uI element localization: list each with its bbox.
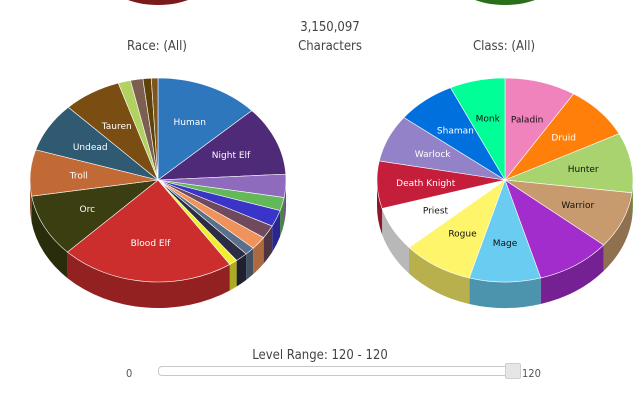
race-side-3: [280, 197, 285, 237]
race-slice-10[interactable]: [66, 179, 231, 283]
total-label: Characters: [298, 39, 362, 54]
race-side-6: [253, 237, 264, 275]
class-side-8: [377, 180, 383, 235]
class-side-7: [382, 208, 409, 274]
class-side: [377, 180, 633, 309]
race-chart-title: Race: (All): [127, 39, 187, 54]
total-count: 3,150,097: [300, 20, 360, 35]
race-side-7: [246, 248, 254, 280]
race-side-10: [67, 252, 230, 308]
race-side-11: [31, 196, 68, 279]
level-range-slider[interactable]: [158, 363, 521, 379]
class-side-5: [469, 277, 541, 309]
range-max-label: 120: [522, 367, 541, 380]
class-side-4: [540, 245, 604, 304]
race-slice-1[interactable]: [157, 110, 287, 181]
race-side: [30, 180, 286, 308]
race-side-8: [236, 253, 247, 287]
class-side-3: [603, 192, 632, 272]
slider-range-fill: [159, 367, 513, 375]
class-chart-title: Class: (All): [472, 39, 536, 54]
race-side-4: [272, 210, 281, 253]
class-slice-11[interactable]: [450, 77, 506, 182]
slider-handle[interactable]: [505, 363, 521, 379]
race-slice-11[interactable]: [31, 179, 160, 253]
range-min-label: 0: [126, 367, 133, 380]
race-side-9: [229, 260, 237, 291]
offscreen-pie-left: [128, 0, 188, 5]
class-side-2: [631, 180, 633, 219]
level-range-title: Level Range: 120 - 120: [252, 348, 388, 363]
class-side-6: [408, 247, 470, 304]
race-slice-18[interactable]: [150, 77, 159, 181]
offscreen-pie-right: [475, 0, 535, 5]
class-top: PaladinDruidHunterWarriorMageRoguePriest…: [376, 77, 634, 283]
class-slice-2[interactable]: [504, 133, 634, 194]
race-slice-0[interactable]: [157, 77, 253, 181]
class-slice-4[interactable]: [504, 179, 605, 279]
